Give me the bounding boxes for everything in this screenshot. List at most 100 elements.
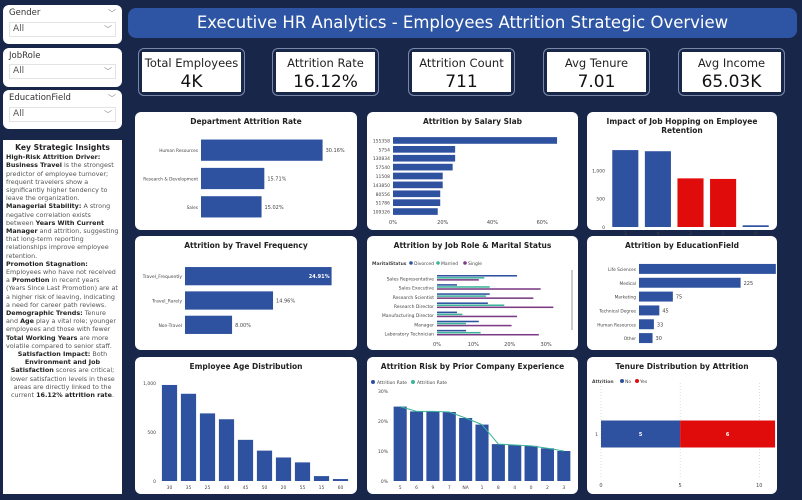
x-tick-label: 60 <box>338 485 344 491</box>
data-label: 30 <box>656 336 662 342</box>
bar-divorced <box>437 284 457 286</box>
jobrole-select[interactable]: All ﹀ <box>9 64 116 79</box>
bar-married <box>437 331 481 334</box>
bar-single <box>437 315 517 318</box>
page-title: Executive HR Analytics - Employees Attri… <box>128 8 797 38</box>
bar-single <box>437 288 541 290</box>
legend-label: Married <box>441 261 458 267</box>
bar <box>459 418 473 481</box>
bar <box>677 178 704 227</box>
y-tick-label: Travel_Rarely <box>151 299 182 305</box>
legend-marker <box>411 380 415 384</box>
y-tick-label: Laboratory Technician <box>385 331 435 337</box>
y-tick-label: 0% <box>381 479 389 485</box>
educationfield-select[interactable]: All ﹀ <box>9 107 116 122</box>
x-tick-label: 1 <box>722 231 725 235</box>
gender-filter[interactable]: Gender ﹀ All ﹀ <box>3 5 122 44</box>
bar <box>185 267 332 286</box>
y-tick-label: 20% <box>378 419 389 425</box>
data-label: 15.02% <box>265 205 284 211</box>
bar-yes <box>680 420 776 448</box>
bar <box>185 315 233 334</box>
bar-married <box>437 322 467 325</box>
bar <box>393 154 456 162</box>
x-tick-label: 5 <box>399 485 402 491</box>
x-tick-label: 5 <box>679 483 682 489</box>
bar-divorced <box>437 275 517 277</box>
bar-single <box>437 279 479 281</box>
bar <box>639 291 673 302</box>
x-tick-label: 8 <box>497 485 500 491</box>
gender-select[interactable]: All ﹀ <box>9 22 116 37</box>
legend-marker <box>436 261 440 265</box>
bar <box>393 146 456 153</box>
bar <box>393 199 441 206</box>
data-label: 6 <box>726 432 730 438</box>
y-tick-label: Sales Executive <box>399 286 435 292</box>
x-tick-label: 0 <box>754 231 757 235</box>
bar <box>475 424 489 481</box>
bar <box>639 333 653 344</box>
filter-label: Gender <box>9 8 41 18</box>
kpi-attrition-count: Attrition Count 711 <box>408 48 515 96</box>
bar <box>294 462 311 481</box>
legend-marker <box>371 380 375 384</box>
chevron-down-icon[interactable]: ﹀ <box>108 9 116 18</box>
bar-divorced <box>437 329 467 332</box>
educationfield-filter[interactable]: EducationField ﹀ All ﹀ <box>3 90 122 129</box>
chart-jobrole-marital: Attrition by Job Role & Marital Status 0%… <box>367 236 578 350</box>
x-tick-label: 10% <box>468 342 479 346</box>
bar <box>742 225 769 227</box>
bar <box>201 167 265 190</box>
bar-married <box>437 277 485 279</box>
chevron-down-icon[interactable]: ﹀ <box>108 94 116 103</box>
y-tick-label: Sales Representative <box>387 277 435 283</box>
y-tick-label: 51786 <box>376 201 390 207</box>
bar <box>410 411 424 481</box>
bar-married <box>437 313 463 316</box>
y-tick-label: Human Resources <box>159 148 199 154</box>
data-label: 14.96% <box>276 299 295 305</box>
legend-marker <box>463 261 467 265</box>
bar <box>185 291 274 310</box>
bar <box>393 137 558 144</box>
bar <box>540 448 554 481</box>
y-tick-label: 11508 <box>376 174 390 180</box>
y-tick-label: Technical Degree <box>598 308 636 314</box>
bar-no <box>601 420 681 448</box>
bar <box>180 393 197 481</box>
insights-panel: Key Strategic Insights High-Risk Attriti… <box>3 140 122 494</box>
chart-education: Attrition by EducationField Life Sciences… <box>587 236 788 350</box>
kpi-avg-income: Avg Income 65.03K <box>678 48 785 96</box>
legend-title: Attrition <box>592 379 614 385</box>
y-tick-label: Manufacturing Director <box>382 313 434 319</box>
bar <box>393 181 443 189</box>
y-tick-label: 1 <box>595 432 598 438</box>
y-tick-label: 0 <box>153 479 156 485</box>
jobrole-filter[interactable]: JobRole All ﹀ <box>3 48 122 87</box>
bar-married <box>437 295 487 297</box>
scrollbar <box>571 270 573 330</box>
y-tick-label: Sales <box>187 205 199 211</box>
legend-marker <box>409 261 413 265</box>
y-tick-label: Research Director <box>394 304 434 310</box>
x-tick-label: 0% <box>389 220 397 226</box>
bar <box>710 178 737 227</box>
bar <box>332 479 349 481</box>
chart-travel: Attrition by Travel Frequency Travel_Freq… <box>135 236 357 350</box>
x-tick-label: 2 <box>546 485 549 491</box>
legend-marker <box>620 379 624 383</box>
x-tick-label: 45 <box>243 485 249 491</box>
chevron-down-icon: ﹀ <box>104 110 112 119</box>
data-label: 5 <box>639 432 643 438</box>
insight-manager: Managerial Stability: A strong negative … <box>6 202 119 260</box>
x-tick-label: 0 <box>530 485 533 491</box>
x-tick-label: 0 <box>599 483 602 489</box>
bar <box>313 476 330 481</box>
x-tick-label: 60% <box>537 220 548 226</box>
insight-demographic: Demographic Trends: Tenure and Age play … <box>6 309 116 350</box>
y-tick-label: 500 <box>147 430 156 436</box>
bar <box>393 208 438 215</box>
bar-married <box>437 304 505 307</box>
y-tick-label: 1,000 <box>592 168 605 174</box>
